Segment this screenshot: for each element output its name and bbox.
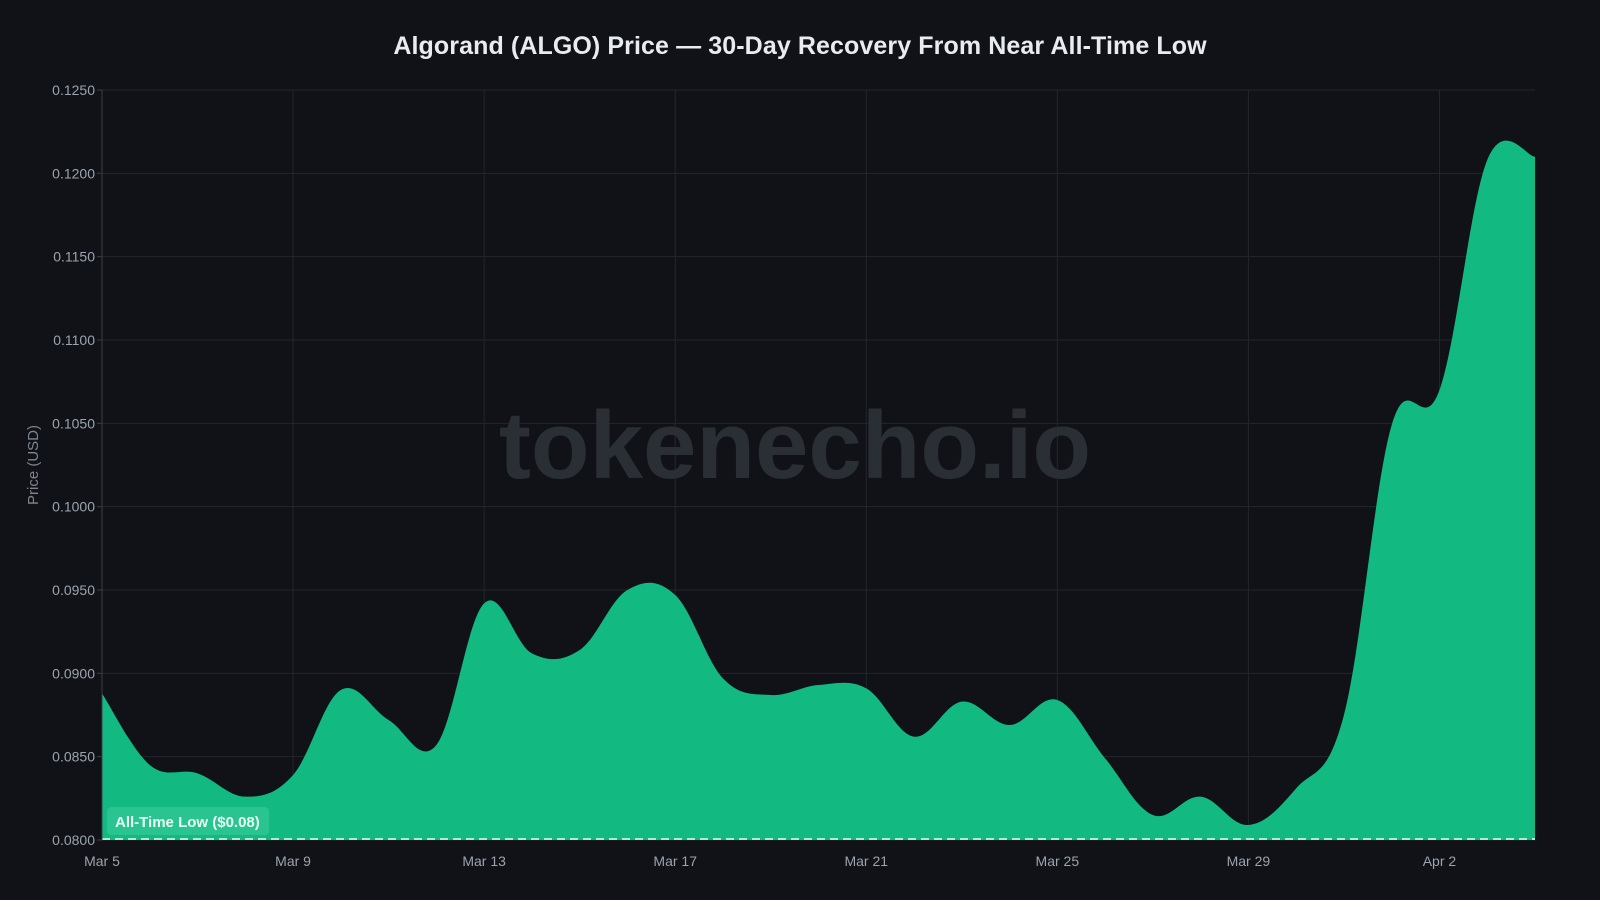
all-time-low-label: All-Time Low ($0.08) [115, 814, 260, 831]
x-tick-label: Mar 13 [462, 853, 506, 869]
x-tick-label: Mar 17 [653, 853, 697, 869]
y-tick-label: 0.0950 [52, 582, 95, 598]
x-tick-label: Apr 2 [1423, 853, 1457, 869]
x-tick-label: Mar 9 [275, 853, 311, 869]
y-tick-label: 0.1000 [52, 499, 95, 515]
price-area [102, 140, 1535, 840]
x-axis-ticks: Mar 5 Mar 9 Mar 13 Mar 17 Mar 21 Mar 25 Mar 29… [84, 853, 1456, 869]
y-tick-label: 0.1050 [52, 415, 95, 431]
y-tick-label: 0.1200 [52, 165, 95, 181]
y-tick-label: 0.1100 [53, 332, 95, 348]
y-axis-ticks: 0.0800 0.0850 0.0900 0.0950 0.1000 0.1050 0.11… [52, 82, 102, 848]
x-tick-label: Mar 21 [844, 853, 888, 869]
y-tick-label: 0.0900 [52, 665, 95, 681]
y-axis-title: Price (USD) [25, 425, 42, 505]
y-tick-label: 0.0850 [52, 749, 95, 765]
x-tick-label: Mar 29 [1227, 853, 1271, 869]
y-tick-label: 0.1150 [53, 249, 95, 265]
all-time-low-badge: All-Time Low ($0.08) [107, 807, 269, 835]
chart-title: Algorand (ALGO) Price — 30-Day Recovery … [393, 32, 1207, 60]
x-tick-label: Mar 25 [1036, 853, 1080, 869]
y-tick-label: 0.1250 [52, 82, 95, 98]
y-tick-label: 0.0800 [52, 832, 95, 848]
x-tick-label: Mar 5 [84, 853, 120, 869]
watermark: tokenecho.io [499, 392, 1091, 499]
